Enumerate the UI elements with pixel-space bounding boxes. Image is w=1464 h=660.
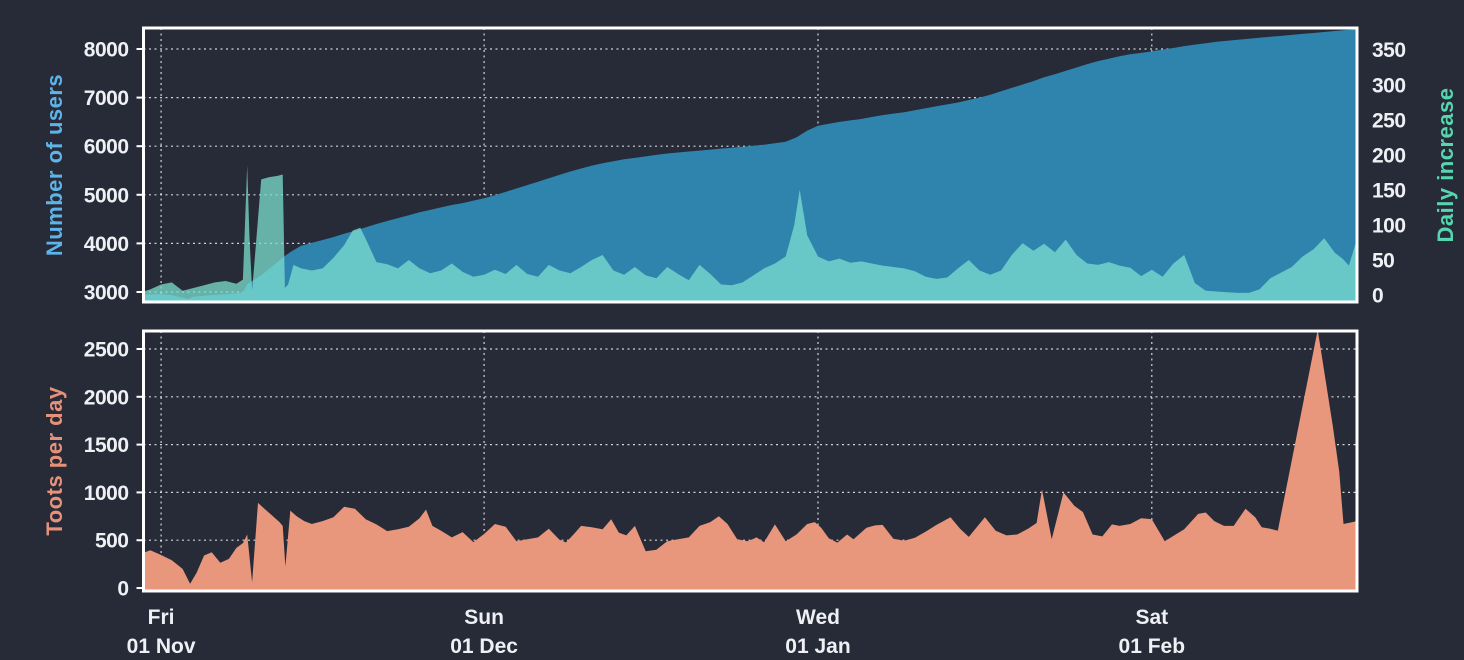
toots_per_day-area <box>143 331 1357 591</box>
svg-text:Wed: Wed <box>796 606 840 629</box>
svg-text:Sun: Sun <box>464 606 504 629</box>
chart-1: 0 500 1000 1500 2000 2500 Fri 01 Nov Sun 01 Dec We… <box>84 329 1359 658</box>
svg-text:150: 150 <box>1372 179 1406 202</box>
svg-text:3000: 3000 <box>84 282 129 305</box>
svg-text:8000: 8000 <box>84 39 129 62</box>
daily_increase-area <box>143 165 1357 302</box>
svg-text:350: 350 <box>1372 39 1406 62</box>
svg-text:0: 0 <box>1372 285 1383 308</box>
svg-text:100: 100 <box>1372 214 1406 237</box>
svg-text:01 Jan: 01 Jan <box>785 635 850 658</box>
left-tick-labels: 3000 4000 5000 6000 7000 8000 <box>84 39 129 305</box>
svg-text:5000: 5000 <box>84 184 129 207</box>
right-tick-labels: 0 50 100 150 200 250 300 350 <box>1372 39 1406 307</box>
users-area <box>143 29 1357 302</box>
svg-text:250: 250 <box>1372 109 1406 132</box>
plot-border <box>142 329 1359 593</box>
svg-text:50: 50 <box>1372 250 1394 273</box>
svg-text:01 Feb: 01 Feb <box>1119 635 1186 658</box>
svg-text:200: 200 <box>1372 144 1406 167</box>
svg-text:Fri: Fri <box>148 606 175 629</box>
svg-text:2000: 2000 <box>84 386 129 409</box>
svg-text:7000: 7000 <box>84 87 129 110</box>
plot-border <box>142 26 1359 304</box>
x-tick-labels: Fri 01 Nov Sun 01 Dec Wed 01 Jan Sat 01 Feb <box>127 606 1185 658</box>
left-tick-labels: 0 500 1000 1500 2000 2500 <box>84 339 129 601</box>
svg-text:4000: 4000 <box>84 233 129 256</box>
svg-text:500: 500 <box>95 530 129 553</box>
svg-text:1000: 1000 <box>84 482 129 505</box>
y-axis-label-daily-increase: Daily increase <box>1433 87 1458 243</box>
svg-text:0: 0 <box>117 578 128 601</box>
svg-text:01 Nov: 01 Nov <box>127 635 196 658</box>
chart-0: 3000 4000 5000 6000 7000 8000 0 50 100 150 200 250 3… <box>84 26 1406 308</box>
svg-text:2500: 2500 <box>84 339 129 362</box>
svg-text:1500: 1500 <box>84 434 129 457</box>
svg-text:01 Dec: 01 Dec <box>450 635 518 658</box>
svg-text:Sat: Sat <box>1135 606 1168 629</box>
svg-text:300: 300 <box>1372 74 1406 97</box>
y-axis-label-toots-per-day: Toots per day <box>42 386 67 536</box>
svg-text:6000: 6000 <box>84 136 129 159</box>
y-axis-label-number-of-users: Number of users <box>42 73 67 257</box>
